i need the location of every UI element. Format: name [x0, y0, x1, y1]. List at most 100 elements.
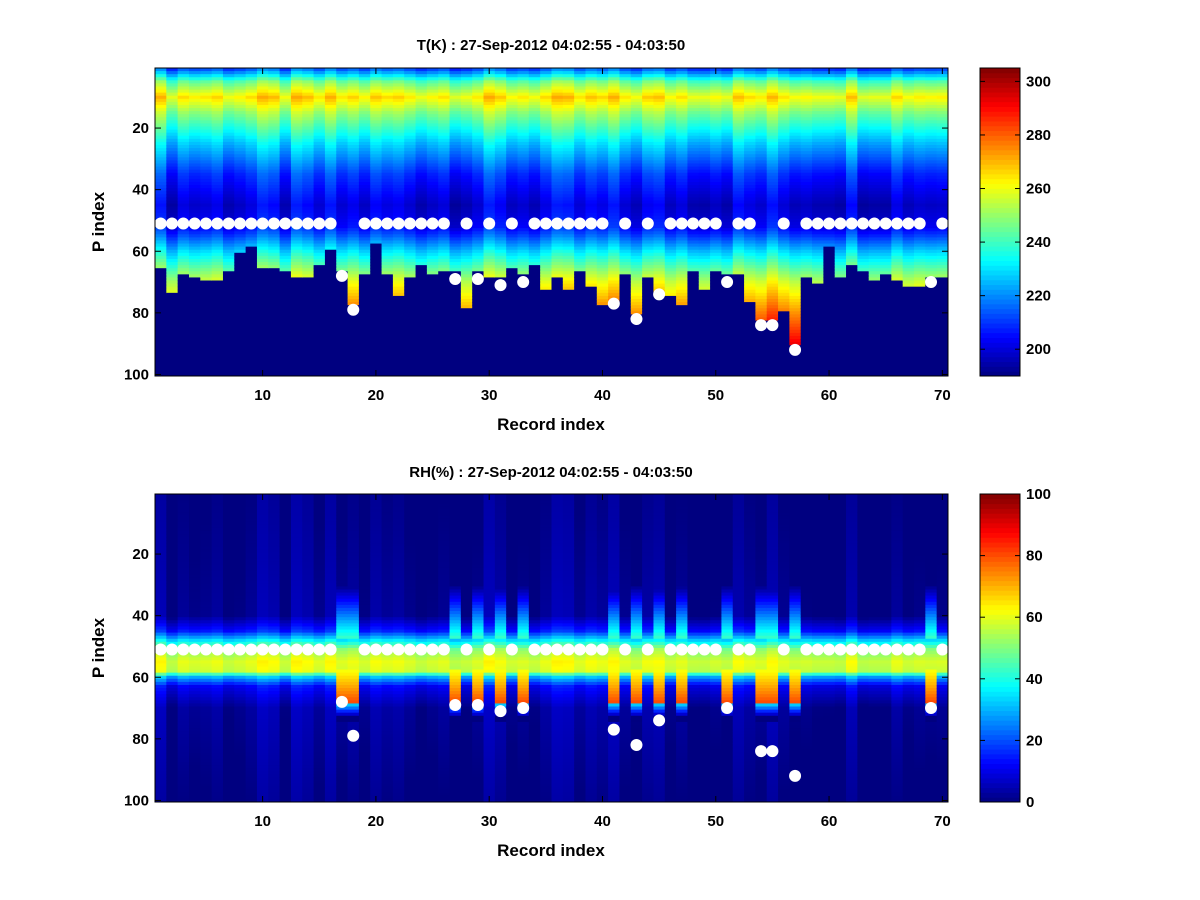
heatmap-cell: [188, 271, 201, 275]
heatmap-cell: [155, 277, 167, 282]
heatmap-cell: [460, 228, 473, 232]
heatmap-cell: [483, 83, 496, 87]
heatmap-cell: [506, 231, 519, 235]
heatmap-cell: [619, 148, 632, 152]
heatmap-cell: [155, 148, 167, 152]
heatmap-cell: [483, 265, 496, 269]
heatmap-cell: [608, 163, 620, 168]
heatmap-cell: [687, 342, 700, 346]
heatmap-cell: [664, 141, 677, 146]
heatmap-cell: [426, 243, 439, 248]
heatmap-cell: [653, 141, 666, 146]
heatmap-cell: [177, 172, 190, 177]
heatmap-cell: [177, 203, 190, 208]
heatmap-cell: [540, 129, 552, 134]
heatmap-cell: [687, 295, 700, 300]
heatmap-cell: [574, 194, 586, 198]
heatmap-cell: [608, 148, 620, 152]
heatmap-cell: [324, 280, 337, 285]
heatmap-cell: [290, 154, 303, 158]
heatmap-cell: [562, 329, 575, 334]
heatmap-cell: [472, 240, 485, 245]
heatmap-cell: [506, 197, 519, 201]
heatmap-cell: [358, 363, 371, 368]
heatmap-cell: [664, 83, 677, 87]
heatmap-cell: [347, 363, 360, 368]
heatmap-cell: [449, 283, 462, 288]
heatmap-cell: [574, 132, 586, 137]
heatmap-cell: [517, 83, 530, 87]
heatmap-cell: [426, 255, 439, 260]
heatmap-cell: [370, 154, 383, 158]
heatmap-cell: [234, 320, 247, 325]
heatmap-cell: [336, 218, 349, 223]
heatmap-cell: [392, 271, 405, 275]
heatmap-cell: [268, 286, 281, 291]
heatmap-cell: [404, 299, 417, 303]
heatmap-cell: [370, 108, 383, 112]
heatmap-cell: [245, 117, 258, 121]
heatmap-cell: [449, 135, 462, 140]
heatmap-cell: [460, 123, 473, 128]
heatmap-cell: [268, 314, 281, 318]
heatmap-cell: [381, 237, 394, 241]
heatmap-cell: [166, 240, 179, 245]
heatmap-cell: [347, 351, 360, 355]
heatmap-cell: [710, 132, 722, 137]
heatmap-cell: [687, 292, 700, 297]
heatmap-cell: [460, 151, 473, 155]
heatmap-cell: [290, 249, 303, 254]
heatmap-cell: [551, 145, 564, 149]
heatmap-cell: [517, 101, 530, 106]
heatmap-cell: [619, 289, 632, 294]
heatmap-cell: [245, 302, 258, 306]
heatmap-cell: [483, 357, 496, 362]
heatmap-cell: [177, 237, 190, 241]
heatmap-cell: [268, 194, 281, 198]
heatmap-cell: [596, 292, 609, 297]
heatmap-cell: [370, 274, 383, 278]
heatmap-cell: [166, 114, 179, 118]
heatmap-cell: [211, 351, 224, 355]
heatmap-cell: [438, 181, 451, 186]
heatmap-cell: [574, 212, 586, 217]
heatmap-cell: [381, 212, 394, 217]
heatmap-cell: [687, 203, 700, 208]
heatmap-cell: [687, 354, 700, 359]
heatmap-cell: [313, 148, 326, 152]
heatmap-cell: [449, 203, 462, 208]
heatmap-cell: [528, 178, 541, 183]
heatmap-cell: [574, 357, 586, 362]
heatmap-cell: [404, 129, 417, 134]
heatmap-cell: [358, 286, 371, 291]
heatmap-cell: [166, 323, 179, 328]
heatmap-cell: [698, 181, 711, 186]
heatmap-cell: [506, 246, 519, 251]
heatmap-cell: [211, 231, 224, 235]
heatmap-cell: [460, 71, 473, 75]
heatmap-cell: [494, 111, 507, 115]
heatmap-cell: [438, 372, 451, 377]
heatmap-cell: [574, 305, 586, 309]
heatmap-cell: [404, 246, 417, 251]
heatmap-cell: [211, 286, 224, 291]
heatmap-cell: [245, 89, 258, 94]
heatmap-cell: [347, 83, 360, 87]
heatmap-cell: [676, 286, 688, 291]
heatmap-cell: [324, 203, 337, 208]
heatmap-cell: [449, 117, 462, 121]
heatmap-cell: [256, 240, 269, 245]
heatmap-cell: [188, 342, 201, 346]
heatmap-cell: [710, 258, 722, 263]
heatmap-cell: [698, 354, 711, 359]
heatmap-cell: [608, 203, 620, 208]
heatmap-cell: [710, 289, 722, 294]
heatmap-cell: [642, 280, 654, 285]
heatmap-cell: [687, 206, 700, 211]
heatmap-cell: [426, 138, 439, 143]
heatmap-cell: [676, 317, 688, 322]
heatmap-cell: [472, 360, 485, 365]
heatmap-cell: [483, 283, 496, 288]
heatmap-cell: [608, 160, 620, 164]
heatmap-cell: [211, 237, 224, 241]
